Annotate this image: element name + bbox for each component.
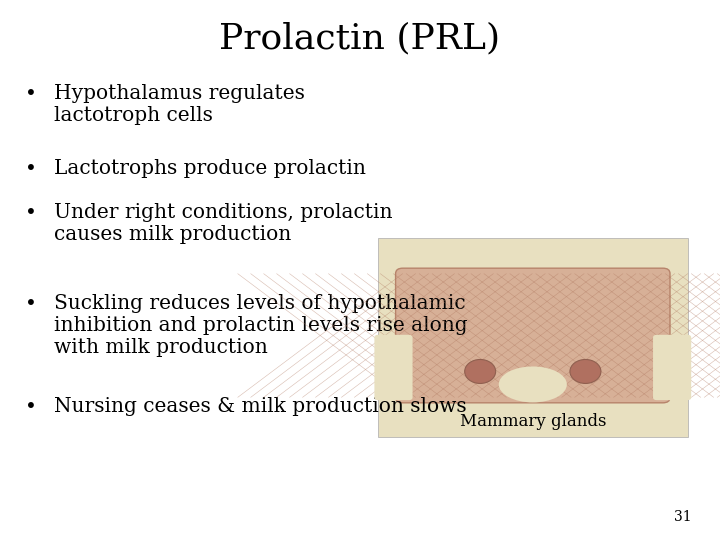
FancyBboxPatch shape [378,238,688,437]
Text: •: • [25,397,37,416]
Text: •: • [25,294,37,313]
Text: •: • [25,159,37,178]
Text: Mammary glands: Mammary glands [459,413,606,430]
FancyBboxPatch shape [653,335,691,400]
Text: Under right conditions, prolactin
causes milk production: Under right conditions, prolactin causes… [54,202,392,244]
Ellipse shape [570,360,601,383]
Text: Nursing ceases & milk production slows: Nursing ceases & milk production slows [54,397,467,416]
Text: •: • [25,202,37,221]
Text: •: • [25,84,37,103]
FancyBboxPatch shape [374,335,413,400]
Text: Suckling reduces levels of hypothalamic
inhibition and prolactin levels rise alo: Suckling reduces levels of hypothalamic … [54,294,467,357]
FancyBboxPatch shape [395,268,670,403]
Ellipse shape [499,367,567,402]
Text: Prolactin (PRL): Prolactin (PRL) [220,22,500,56]
Ellipse shape [464,360,495,383]
Text: Lactotrophs produce prolactin: Lactotrophs produce prolactin [54,159,366,178]
Text: 31: 31 [674,510,691,524]
Text: Hypothalamus regulates
lactotroph cells: Hypothalamus regulates lactotroph cells [54,84,305,125]
